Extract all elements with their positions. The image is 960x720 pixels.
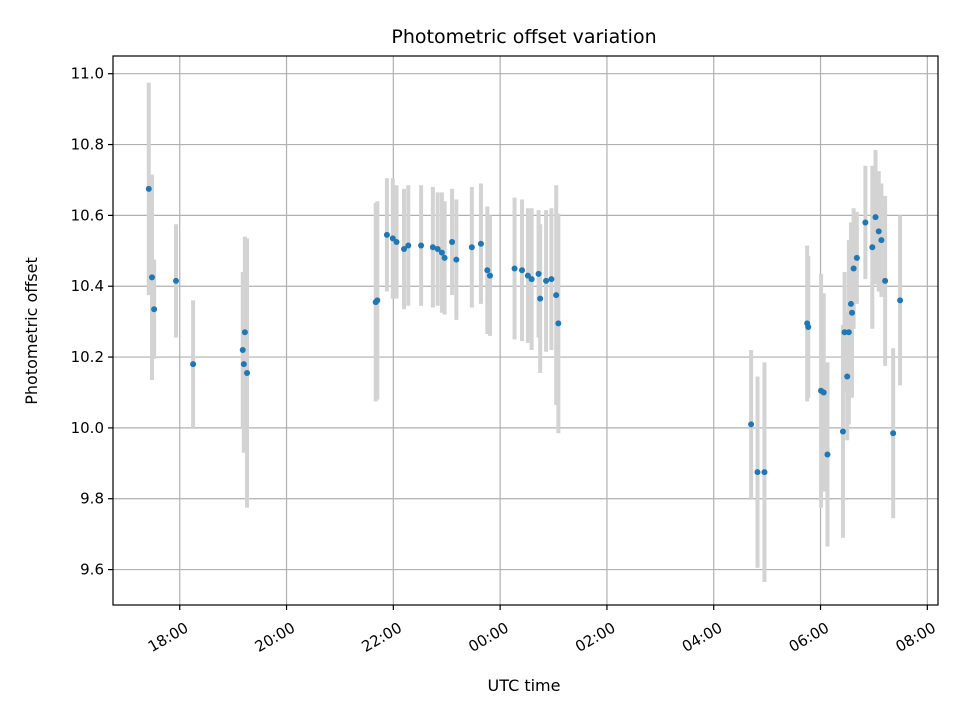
data-point — [383, 231, 390, 238]
data-point — [405, 242, 412, 249]
grid — [113, 56, 938, 605]
y-axis-label: Photometric offset — [22, 257, 41, 405]
data-point — [853, 254, 860, 261]
data-point — [548, 276, 555, 283]
data-point — [882, 277, 889, 284]
y-tick-label: 9.6 — [80, 561, 104, 579]
y-tick-label: 10.4 — [71, 277, 104, 295]
data-point — [878, 237, 885, 244]
plot-area-frame — [112, 55, 939, 606]
data-point — [241, 329, 248, 336]
data-point — [145, 185, 152, 192]
data-point — [244, 370, 251, 377]
data-point — [511, 265, 518, 272]
data-point — [754, 469, 761, 476]
data-point — [173, 277, 180, 284]
data-point — [890, 430, 897, 437]
data-point — [486, 272, 493, 279]
data-point — [869, 244, 876, 251]
data-point — [524, 272, 531, 279]
data-point — [862, 219, 869, 226]
data-point — [441, 254, 448, 261]
data-point — [418, 242, 425, 249]
data-point — [438, 249, 445, 256]
x-axis-label: UTC time — [488, 676, 561, 695]
data-point — [528, 276, 535, 283]
data-point — [555, 320, 562, 327]
y-tick-label: 10.2 — [71, 348, 104, 366]
data-point — [841, 329, 848, 336]
data-point — [239, 346, 246, 353]
data-point — [240, 361, 247, 368]
data-point — [543, 277, 550, 284]
data-point — [805, 323, 812, 330]
data-point — [519, 267, 526, 274]
data-point — [839, 428, 846, 435]
data-point — [844, 373, 851, 380]
data-point — [449, 238, 456, 245]
data-point — [820, 389, 827, 396]
data-point — [393, 238, 400, 245]
data-point — [845, 329, 852, 336]
chart-title: Photometric offset variation — [391, 26, 656, 48]
data-point — [434, 246, 441, 253]
data-point — [761, 469, 768, 476]
data-point — [401, 246, 408, 253]
data-point — [429, 244, 436, 251]
data-point — [847, 300, 854, 307]
data-point — [477, 240, 484, 247]
data-point — [849, 309, 856, 316]
data-point — [468, 244, 475, 251]
data-points — [145, 185, 904, 476]
data-point — [453, 256, 460, 263]
data-point — [148, 274, 155, 281]
data-point — [824, 451, 831, 458]
data-point — [872, 214, 879, 221]
data-point — [389, 235, 396, 242]
y-tick-label: 11.0 — [71, 65, 104, 83]
y-tick-label: 10.8 — [71, 136, 104, 154]
y-tick-label: 9.8 — [80, 490, 104, 508]
data-point — [897, 297, 904, 304]
data-point — [875, 228, 882, 235]
data-point — [537, 295, 544, 302]
data-point — [553, 292, 560, 299]
y-tick-label: 10.0 — [71, 419, 104, 437]
data-point — [190, 361, 197, 368]
data-point — [151, 306, 158, 313]
data-point — [374, 297, 381, 304]
data-point — [748, 421, 755, 428]
y-axis: 9.6 9.8 10.0 10.2 10.4 10.6 10.8 11.0 — [71, 65, 113, 579]
data-point — [484, 267, 491, 274]
data-point — [535, 270, 542, 277]
data-point — [850, 265, 857, 272]
y-tick-label: 10.6 — [71, 206, 104, 224]
